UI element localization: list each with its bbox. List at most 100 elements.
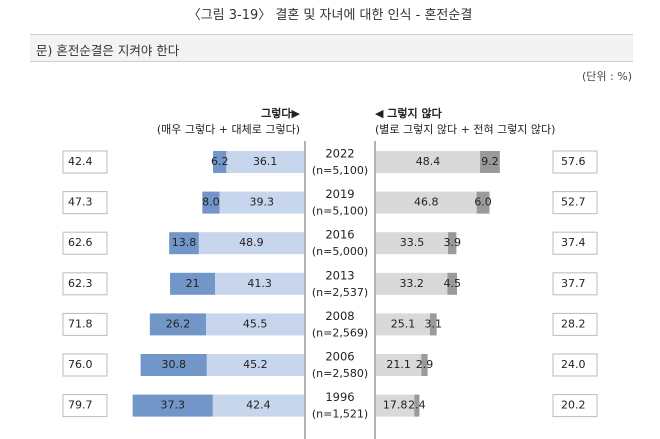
legend-disagree-subtitle: (별로 그렇지 않다 + 전혀 그렇지 않다) [375,123,556,136]
label-somewhat-agree: 45.5 [243,317,268,330]
label-somewhat-agree: 42.4 [246,399,271,412]
sample-size-label: (n=2,569) [312,326,368,339]
label-somewhat-agree: 41.3 [247,277,272,290]
label-strongly-disagree: 4.5 [443,277,461,290]
label-somewhat-disagree: 33.5 [400,236,425,249]
bar-strongly-disagree [421,354,428,376]
bar-somewhat-agree [198,232,304,255]
agree-total-value: 76.0 [68,358,93,371]
label-somewhat-agree: 39.3 [250,196,275,209]
label-strongly-agree: 37.3 [160,399,185,412]
bar-strongly-agree [132,394,213,417]
bar-strongly-disagree [414,394,420,417]
agree-total-box [62,191,108,215]
bar-somewhat-disagree [376,394,415,417]
label-strongly-agree: 30.8 [161,358,186,371]
bar-strongly-disagree [480,151,500,173]
label-somewhat-disagree: 33.2 [399,277,424,290]
bar-strongly-disagree [429,313,437,336]
disagree-total-value: 57.6 [561,155,586,168]
disagree-total-value: 20.2 [561,399,586,412]
label-strongly-disagree: 2.9 [416,358,434,371]
label-strongly-agree: 8.0 [202,196,220,209]
question-text: 문) 혼전순결은 지켜야 한다 [36,43,180,58]
agree-total-value: 42.4 [68,155,93,168]
bar-somewhat-agree [219,191,304,214]
disagree-total-box [552,231,598,255]
sample-size-label: (n=5,000) [312,245,368,258]
sample-size-label: (n=5,100) [312,164,368,177]
bar-strongly-disagree [476,191,490,214]
bar-strongly-agree [140,354,207,376]
label-strongly-agree: 13.8 [172,236,197,249]
agree-total-box [62,272,108,296]
label-strongly-disagree: 3.9 [443,236,461,249]
bar-somewhat-disagree [376,151,481,173]
year-label: 2008 [325,309,354,323]
disagree-total-value: 37.4 [561,236,586,249]
label-somewhat-agree: 36.1 [253,155,278,168]
label-strongly-disagree: 9.2 [481,155,499,168]
agree-total-box [62,353,108,377]
disagree-total-value: 37.7 [561,277,586,290]
agree-total-box [62,150,108,174]
disagree-total-box [552,272,598,296]
sample-size-label: (n=5,100) [312,205,368,218]
bar-strongly-agree [149,313,207,336]
label-somewhat-disagree: 48.4 [416,155,441,168]
disagree-total-box [552,312,598,336]
bar-somewhat-agree [212,394,304,417]
year-label: 2016 [325,228,354,242]
bar-strongly-agree [170,272,216,295]
label-strongly-disagree: 2.4 [408,399,426,412]
legend-agree-title: 그렇다▶ [261,107,300,120]
label-somewhat-agree: 48.9 [239,236,264,249]
bar-somewhat-agree [206,313,304,336]
label-strongly-disagree: 6.0 [474,196,492,209]
legend-agree-subtitle: (매우 그렇다 + 대체로 그렇다) [156,123,300,136]
bar-somewhat-agree [226,151,304,173]
sample-size-label: (n=2,537) [312,286,368,299]
year-label: 2013 [325,268,354,282]
label-strongly-agree: 26.2 [166,317,191,330]
disagree-total-box [552,353,598,377]
year-label: 2006 [325,350,354,364]
legend-disagree: ◀ 그렇지 않다 (별로 그렇지 않다 + 전혀 그렇지 않다) [375,106,575,138]
year-label: 2022 [325,147,354,161]
year-label: 2019 [325,187,354,201]
label-somewhat-disagree: 25.1 [391,317,416,330]
disagree-total-box [552,394,598,418]
bar-strongly-agree [213,151,227,173]
label-somewhat-disagree: 17.8 [383,399,408,412]
agree-total-value: 79.7 [68,399,93,412]
bar-strongly-agree [202,191,220,214]
agree-total-value: 62.6 [68,236,93,249]
bar-somewhat-disagree [376,272,448,295]
bar-somewhat-disagree [376,191,477,214]
bar-strongly-disagree [448,232,457,255]
label-somewhat-disagree: 21.1 [386,358,411,371]
label-somewhat-agree: 45.2 [243,358,268,371]
legend-disagree-title: ◀ 그렇지 않다 [375,107,442,120]
year-label: 1996 [325,390,354,404]
figure-title: 〈그림 3-19〉 결혼 및 자녀에 대한 인식 - 혼전순결 [187,8,473,23]
sample-size-label: (n=2,580) [312,367,368,380]
label-strongly-disagree: 3.1 [425,317,443,330]
bar-somewhat-agree [206,354,304,376]
agree-total-box [62,394,108,418]
disagree-total-box [552,150,598,174]
bar-somewhat-disagree [376,354,422,376]
bar-somewhat-disagree [376,232,449,255]
bar-strongly-agree [169,232,199,255]
bar-strongly-disagree [447,272,458,295]
bar-somewhat-disagree [376,313,430,336]
disagree-total-value: 52.7 [561,196,586,209]
disagree-total-value: 28.2 [561,317,586,330]
disagree-total-value: 24.0 [561,358,586,371]
label-strongly-agree: 6.2 [211,155,229,168]
disagree-total-box [552,191,598,215]
agree-total-value: 71.8 [68,317,93,330]
unit-label: (단위 : %) [582,70,632,83]
label-somewhat-disagree: 46.8 [414,196,439,209]
